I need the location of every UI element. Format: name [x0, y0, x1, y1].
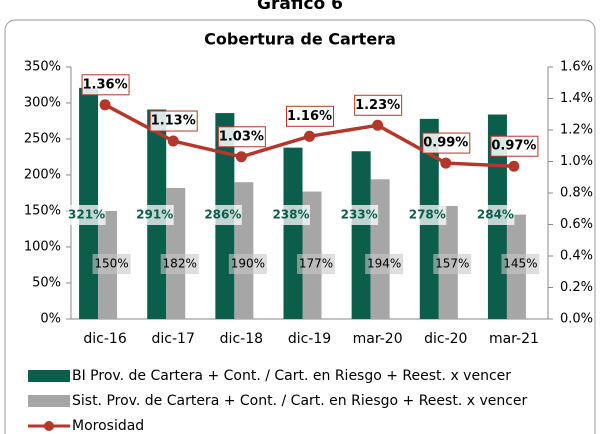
y-tick-label: 200% — [24, 168, 61, 183]
value-label: 1.23% — [355, 98, 400, 113]
value-label-bg — [408, 205, 447, 225]
value-label: 1.03% — [219, 129, 264, 144]
y2-tick-label: 0.4% — [560, 249, 593, 264]
value-label: 145% — [503, 257, 537, 271]
value-label-bg — [135, 205, 174, 225]
value-label: 0.97% — [491, 139, 536, 154]
value-label: 1.36% — [83, 77, 128, 92]
legend-label: Morosidad — [72, 418, 144, 434]
value-label: 291% — [136, 208, 173, 222]
legend-marker — [44, 421, 54, 431]
value-label-box — [217, 126, 266, 148]
y2-tick-label: 0.6% — [560, 217, 593, 232]
y2-tick-label: 1.6% — [560, 60, 593, 75]
legend-label: BI Prov. de Cartera + Cont. / Cart. en R… — [72, 368, 511, 384]
legend-label: Sist. Prov. de Cartera + Cont. / Cart. e… — [72, 393, 528, 409]
x-tick-label: dic-19 — [288, 331, 331, 347]
legend-swatch — [28, 370, 70, 382]
value-label: 182% — [163, 257, 197, 271]
value-label: 233% — [341, 208, 378, 222]
value-label-bg — [160, 254, 199, 274]
value-label-box — [354, 94, 403, 116]
value-label: 284% — [477, 208, 514, 222]
line-marker — [304, 130, 315, 142]
bar — [370, 179, 390, 319]
value-label-bg — [433, 254, 472, 274]
x-tick-label: dic-18 — [220, 331, 263, 347]
value-label-bg — [272, 205, 310, 225]
line-marker — [508, 160, 520, 172]
value-label: 194% — [367, 257, 401, 271]
x-tick-label: dic-17 — [152, 331, 195, 347]
value-label: 157% — [435, 257, 469, 271]
y2-tick-label: 0.0% — [560, 312, 593, 327]
value-label: 1.16% — [287, 109, 332, 124]
value-label-box — [286, 105, 334, 127]
y-tick-label: 250% — [24, 132, 61, 147]
y2-tick-label: 0.8% — [560, 186, 593, 201]
y-tick-label: 300% — [24, 96, 61, 111]
line-marker — [167, 135, 179, 147]
value-label: 286% — [204, 208, 241, 222]
y-tick-label: 100% — [24, 240, 61, 255]
x-tick-label: mar-21 — [489, 331, 539, 347]
value-label: 238% — [272, 208, 309, 222]
y2-tick-label: 1.2% — [560, 123, 593, 138]
line-marker — [440, 157, 452, 169]
bar — [79, 87, 99, 319]
value-label-box — [81, 74, 130, 96]
value-label: 0.99% — [423, 136, 468, 151]
value-label-bg — [228, 254, 267, 274]
value-label-box — [490, 135, 539, 157]
legend-swatch — [28, 395, 70, 407]
x-tick-label: dic-20 — [424, 331, 467, 347]
y-tick-label: 0% — [40, 312, 61, 327]
value-label-bg — [340, 205, 379, 225]
figure-label: Gráfico 6 — [257, 0, 343, 14]
value-label: 1.13% — [151, 114, 196, 129]
value-label: 150% — [94, 257, 128, 271]
value-label-bg — [67, 205, 106, 225]
value-label-box — [422, 132, 471, 154]
y-tick-label: 150% — [24, 204, 61, 219]
x-tick-label: dic-16 — [83, 331, 126, 347]
line-marker — [235, 151, 247, 163]
y2-tick-label: 0.2% — [560, 280, 593, 295]
bar — [351, 151, 371, 319]
value-label-bg — [365, 254, 404, 274]
value-label: 177% — [299, 257, 333, 271]
value-label-bg — [501, 254, 540, 274]
value-label: 190% — [231, 257, 265, 271]
value-label-bg — [476, 205, 515, 225]
value-label-box — [149, 110, 198, 132]
value-label: 321% — [68, 208, 105, 222]
value-label-bg — [92, 254, 131, 274]
value-label-bg — [297, 254, 335, 274]
y-tick-label: 350% — [24, 60, 61, 75]
line-marker — [372, 119, 384, 131]
bar — [283, 147, 303, 319]
value-label-bg — [203, 205, 242, 225]
value-label: 278% — [409, 208, 446, 222]
line-marker — [99, 99, 111, 111]
y-tick-label: 50% — [32, 276, 61, 291]
x-tick-label: mar-20 — [353, 331, 403, 347]
y2-tick-label: 1.0% — [560, 154, 593, 169]
y2-tick-label: 1.4% — [560, 91, 593, 106]
bar — [234, 182, 254, 319]
chart-title: Cobertura de Cartera — [204, 30, 396, 49]
